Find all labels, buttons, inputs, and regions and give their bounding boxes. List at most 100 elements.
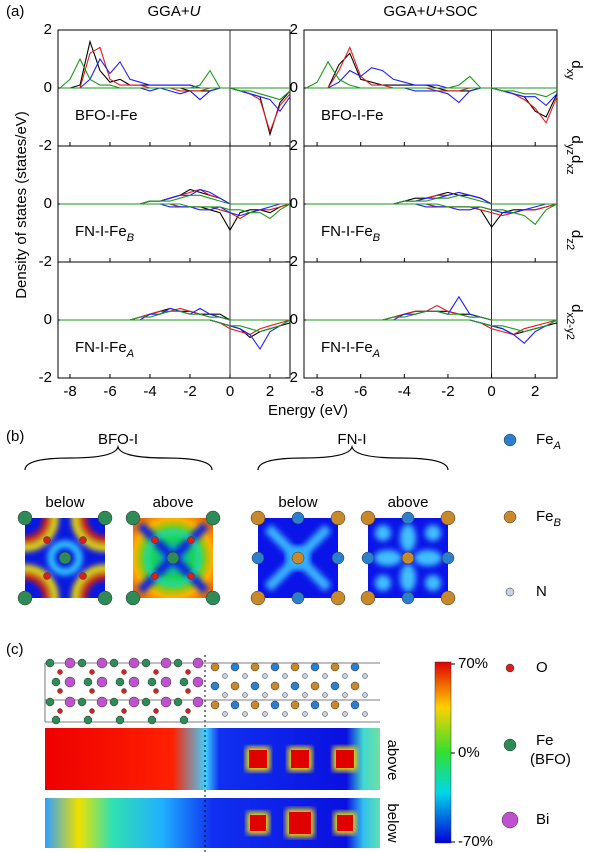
y-tick-label: -2	[39, 253, 52, 270]
atom	[440, 510, 456, 526]
legend-atom	[505, 663, 515, 673]
atom	[322, 711, 328, 717]
atom	[141, 658, 151, 668]
y-tick-label: 0	[290, 311, 298, 328]
atom	[77, 697, 87, 707]
atom	[160, 657, 172, 669]
hot-spot	[291, 750, 309, 768]
panel-label: (a)	[6, 3, 24, 20]
hot-spot	[289, 812, 311, 834]
subplot: -2 0 FN-I-FeB	[39, 145, 291, 270]
atom	[291, 511, 305, 525]
x-tick-label: 0	[226, 383, 234, 400]
atom	[210, 700, 220, 710]
atom	[109, 658, 119, 668]
atom	[185, 669, 191, 675]
text-segment: GGA+	[383, 3, 425, 20]
dos-line	[306, 319, 558, 333]
atom	[77, 658, 87, 668]
atom	[250, 700, 260, 710]
atom	[205, 590, 221, 606]
text-segment: Fe	[536, 508, 554, 525]
atom	[262, 711, 268, 717]
text-segment: B	[554, 517, 562, 529]
subplot: -2 0 -8 -6 -4 -2 0 2 FN-I-FeA	[39, 261, 291, 400]
subplot-label: FN-I-FeB	[75, 223, 135, 244]
atom	[441, 551, 455, 565]
dos-line	[305, 60, 557, 89]
legend-entry: dxy	[564, 60, 585, 80]
legend-label: Bi	[536, 811, 549, 828]
text-segment: O	[536, 659, 548, 676]
dos-line	[306, 319, 558, 336]
legend-label: FeB	[536, 508, 562, 529]
text-segment: FN-I-Fe	[75, 223, 127, 240]
text-segment: d	[568, 60, 585, 68]
atom	[192, 696, 204, 708]
dos-line	[60, 310, 290, 321]
colorbar-label: 70%	[458, 655, 488, 672]
atom	[179, 715, 189, 725]
map-label: below	[384, 803, 401, 842]
legend-atom	[503, 510, 517, 524]
atom	[205, 510, 221, 526]
text-segment: (BFO)	[530, 751, 571, 768]
atom	[222, 711, 228, 717]
subplot-label: FN-I-FeB	[321, 223, 381, 244]
atom	[151, 536, 159, 544]
atom	[330, 681, 340, 691]
atom	[322, 692, 328, 698]
atom	[128, 696, 140, 708]
hot-spot	[336, 750, 354, 768]
atom	[179, 677, 189, 687]
legend-label: N	[536, 583, 547, 600]
atom	[401, 591, 415, 605]
atom	[262, 673, 268, 679]
atom	[64, 657, 76, 669]
atom	[361, 551, 375, 565]
atom	[310, 700, 320, 710]
text-segment: BFO-I-Fe	[321, 107, 384, 124]
atom	[250, 662, 260, 672]
atom	[141, 697, 151, 707]
y-tick-label: 0	[44, 311, 52, 328]
legend-atom	[505, 587, 515, 597]
text-segment: d	[568, 155, 585, 163]
atom	[342, 673, 348, 679]
x-tick-label: -6	[354, 383, 367, 400]
atom	[250, 510, 266, 526]
atom	[270, 662, 280, 672]
atom	[96, 657, 108, 669]
text-segment: BFO-I-Fe	[75, 107, 138, 124]
atom	[115, 715, 125, 725]
atom	[330, 662, 340, 672]
atom	[262, 692, 268, 698]
text-segment: GGA+	[148, 3, 190, 20]
text-segment: Fe	[536, 732, 554, 749]
text-segment: A	[126, 348, 135, 360]
hot-spot	[337, 815, 353, 831]
atom	[17, 510, 33, 526]
text-segment: xy	[564, 69, 576, 81]
charge-maps	[24, 444, 449, 598]
atom	[125, 590, 141, 606]
legend-label: Fe	[536, 732, 554, 749]
text-segment: Bi	[536, 811, 549, 828]
atom	[290, 700, 300, 710]
y-tick-label: 0	[44, 79, 52, 96]
atom	[51, 715, 61, 725]
dos-line	[306, 87, 558, 98]
subplot-label: BFO-I-Fe	[321, 107, 384, 124]
map-label: above	[153, 494, 194, 511]
map-label: below	[278, 494, 317, 511]
dos-line	[60, 203, 291, 220]
atom	[57, 708, 63, 714]
dos-line	[306, 52, 557, 89]
atom	[83, 715, 93, 725]
dos-line	[60, 57, 290, 89]
atom	[57, 688, 63, 694]
y-tick-label: 0	[290, 79, 298, 96]
atom	[210, 662, 220, 672]
atom	[282, 711, 288, 717]
